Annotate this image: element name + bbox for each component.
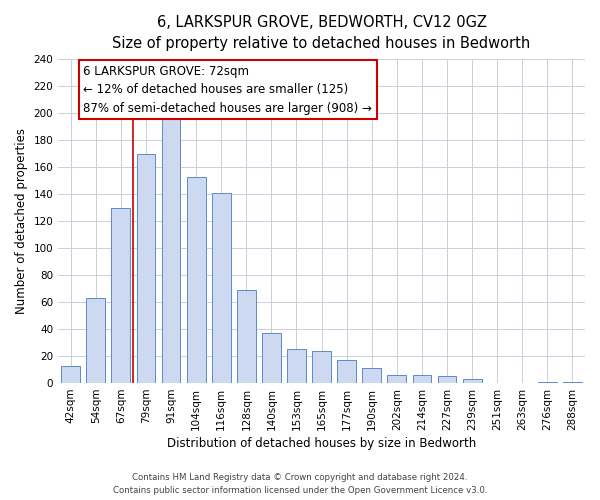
Text: 6 LARKSPUR GROVE: 72sqm
← 12% of detached houses are smaller (125)
87% of semi-d: 6 LARKSPUR GROVE: 72sqm ← 12% of detache…: [83, 64, 372, 114]
Title: 6, LARKSPUR GROVE, BEDWORTH, CV12 0GZ
Size of property relative to detached hous: 6, LARKSPUR GROVE, BEDWORTH, CV12 0GZ Si…: [112, 15, 531, 51]
Bar: [86, 298, 105, 383]
Y-axis label: Number of detached properties: Number of detached properties: [15, 128, 28, 314]
Bar: [112, 208, 130, 383]
Bar: [237, 290, 256, 383]
Bar: [262, 333, 281, 383]
Text: Contains HM Land Registry data © Crown copyright and database right 2024.
Contai: Contains HM Land Registry data © Crown c…: [113, 474, 487, 495]
Bar: [413, 375, 431, 383]
Bar: [137, 154, 155, 383]
X-axis label: Distribution of detached houses by size in Bedworth: Distribution of detached houses by size …: [167, 437, 476, 450]
Bar: [61, 366, 80, 383]
Bar: [337, 360, 356, 383]
Bar: [437, 376, 457, 383]
Bar: [212, 192, 230, 383]
Bar: [388, 375, 406, 383]
Bar: [287, 350, 306, 383]
Bar: [161, 116, 181, 383]
Bar: [362, 368, 381, 383]
Bar: [563, 382, 582, 383]
Bar: [538, 382, 557, 383]
Bar: [463, 379, 482, 383]
Bar: [312, 350, 331, 383]
Bar: [187, 176, 206, 383]
